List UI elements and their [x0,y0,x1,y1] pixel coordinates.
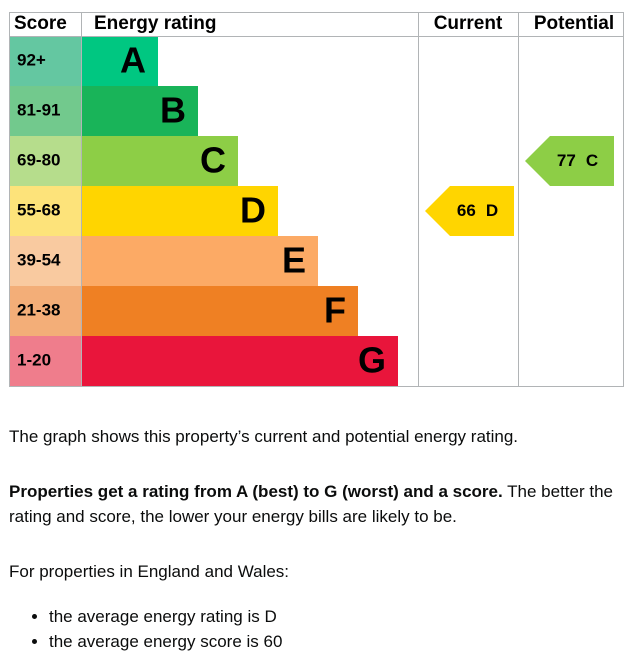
score-cell [9,236,81,286]
band-letter: D [240,190,266,231]
rating-rest: The better the rating and score, the low… [9,482,613,526]
potential-label: 77 C [557,151,598,170]
score-cell [9,36,81,86]
band-letter: A [120,40,146,81]
band-bar [81,86,198,136]
band-bar [81,36,158,86]
score-range: 55-68 [17,200,60,219]
rating-bold: Properties get a rating from A (best) to… [9,482,503,501]
band-letter: G [358,340,386,381]
table-border [9,12,624,387]
intro: The graph shows this property’s current … [9,427,519,446]
column-header: Score [14,13,67,34]
band-bar [81,136,238,186]
band-letter: F [324,290,346,331]
score-cell [9,186,81,236]
rating-note: Properties get a rating from A (best) to… [9,479,624,529]
score-range: 92+ [17,50,46,69]
potential-arrow [525,136,614,186]
score-range: 69-80 [17,150,60,169]
score-range: 81-91 [17,100,60,119]
score-cell [9,86,81,136]
band-bar [81,236,318,286]
average-item: the average energy score is 60 [49,629,624,654]
current-label: 66 D [457,201,498,220]
score-range: 39-54 [17,250,61,269]
score-cell [9,136,81,186]
score-cell [9,336,81,386]
column-header: Potential [534,13,614,34]
current-letter: D [486,201,498,220]
potential-letter: C [586,151,598,170]
score-range: 21-38 [17,300,60,319]
band-letter: C [200,140,226,181]
potential-value: 77 [557,151,576,170]
region-note: For properties in England and Wales: [9,562,290,581]
current-arrow [425,186,514,236]
band-letter: E [282,240,306,281]
average-item: the average energy rating is D [49,604,624,629]
score-range: 1-20 [17,350,51,369]
band-letter: B [160,90,186,131]
band-bar [81,336,398,386]
band-bar [81,286,358,336]
column-header: Current [434,13,503,34]
averages-list: the average energy rating is Dthe averag… [9,604,624,654]
score-cell [9,286,81,336]
epc-chart: Score Energy rating Current Potential 92+ A 81… [9,12,624,387]
band-bar [81,186,278,236]
current-value: 66 [457,201,476,220]
column-header: Energy rating [94,13,216,34]
